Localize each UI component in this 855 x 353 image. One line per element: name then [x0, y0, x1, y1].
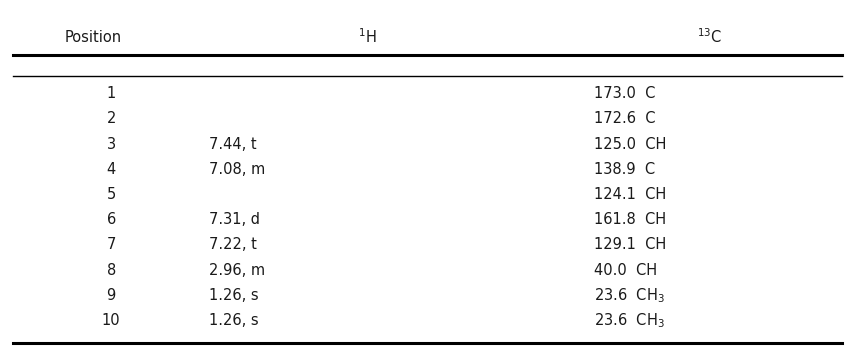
Text: 8: 8 [107, 263, 115, 278]
Text: $^{1}$H: $^{1}$H [358, 28, 377, 46]
Text: 2.96, m: 2.96, m [209, 263, 266, 278]
Text: 161.8  CH: 161.8 CH [594, 212, 666, 227]
Text: 9: 9 [107, 288, 115, 303]
Text: 2: 2 [107, 111, 115, 126]
Text: 124.1  CH: 124.1 CH [594, 187, 667, 202]
Text: 4: 4 [107, 162, 115, 177]
Text: 3: 3 [107, 137, 115, 151]
Text: 7.22, t: 7.22, t [209, 238, 257, 252]
Text: $^{13}$C: $^{13}$C [697, 28, 722, 46]
Text: 125.0  CH: 125.0 CH [594, 137, 667, 151]
Text: 5: 5 [107, 187, 115, 202]
Text: 1.26, s: 1.26, s [209, 313, 259, 328]
Text: 23.6  CH$_3$: 23.6 CH$_3$ [594, 286, 665, 305]
Text: 1.26, s: 1.26, s [209, 288, 259, 303]
Text: 129.1  CH: 129.1 CH [594, 238, 667, 252]
Text: 10: 10 [102, 313, 121, 328]
Text: 7.08, m: 7.08, m [209, 162, 266, 177]
Text: 7.31, d: 7.31, d [209, 212, 261, 227]
Text: 7: 7 [107, 238, 115, 252]
Text: 172.6  C: 172.6 C [594, 111, 656, 126]
Text: 1: 1 [107, 86, 115, 101]
Text: 23.6  CH$_3$: 23.6 CH$_3$ [594, 311, 665, 330]
Text: 7.44, t: 7.44, t [209, 137, 257, 151]
Text: 173.0  C: 173.0 C [594, 86, 656, 101]
Text: 40.0  CH: 40.0 CH [594, 263, 657, 278]
Text: 138.9  C: 138.9 C [594, 162, 655, 177]
Text: Position: Position [64, 30, 121, 44]
Text: 6: 6 [107, 212, 115, 227]
